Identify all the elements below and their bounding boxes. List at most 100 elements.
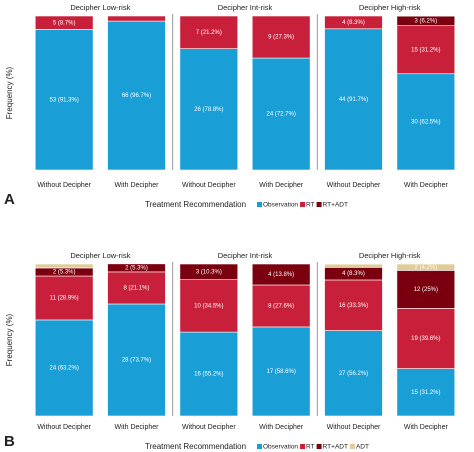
value-label: 2 (5.3%) [125, 265, 148, 271]
value-label: 24 (72.7%) [266, 112, 295, 118]
legend-label: RT+ADT [323, 444, 348, 451]
bar-segment [179, 15, 239, 49]
legend-swatch [300, 202, 306, 207]
bar-segment [34, 263, 94, 269]
value-label: 15 (31.2%) [411, 47, 440, 53]
legend-swatch [257, 444, 262, 449]
value-label: 4 (8.3%) [342, 271, 365, 277]
x-tick-label: Without Decipher [327, 182, 381, 189]
bar-segment [34, 15, 94, 30]
bar-segment [107, 20, 166, 171]
legend-swatch [349, 444, 355, 449]
legend-title: Treatment Recommendation [145, 200, 246, 209]
x-tick-label: Without Decipher [37, 424, 91, 431]
bar-segment [251, 263, 311, 286]
facet-title: Decipher Int-risk [218, 3, 273, 12]
bar-segment [251, 15, 311, 59]
y-axis-title: Frequency (%) [5, 313, 14, 366]
value-label: 8 (27.6%) [268, 304, 294, 310]
value-label: 30 (62.5%) [411, 119, 440, 125]
legend-swatch [316, 444, 322, 449]
x-tick-label: Without Decipher [182, 424, 236, 431]
value-label: 28 (73.7%) [122, 358, 151, 364]
bar-segment [396, 73, 456, 171]
x-tick-label: Without Decipher [182, 182, 236, 189]
value-label: 7 (21.2%) [196, 30, 222, 36]
legend-swatch [300, 444, 306, 449]
facet-title: Decipher Int-risk [218, 251, 273, 260]
value-label: 15 (31.2%) [411, 390, 440, 396]
value-label: 10 (34.5%) [194, 303, 223, 309]
bar-segment [396, 25, 456, 75]
value-label: 9 (27.3%) [268, 35, 294, 41]
x-tick-label: Without Decipher [327, 424, 381, 431]
bar-segment [179, 331, 239, 417]
bar-segment [179, 279, 239, 333]
x-tick-label: Without Decipher [37, 182, 91, 189]
value-label: 4 (13.8%) [268, 272, 294, 278]
value-label: 2 (4.2%) [414, 265, 437, 271]
value-label: 26 (78.8%) [194, 107, 223, 113]
value-label: 3 (10.3%) [196, 269, 222, 275]
value-label: 44 (91.7%) [339, 97, 368, 103]
legend-label: RT+ADT [323, 202, 348, 209]
bar-segment [34, 319, 94, 417]
bar-segment [396, 308, 456, 369]
value-label: 19 (39.6%) [411, 336, 440, 342]
value-label: 8 (21.1%) [123, 286, 149, 292]
bar-segment [251, 284, 311, 328]
bar-segment [324, 28, 383, 171]
bar-segment [107, 15, 166, 22]
legend-label: ADT [356, 444, 369, 451]
value-label: 11 (28.9%) [50, 296, 79, 302]
y-axis-title: Frequency (%) [5, 66, 14, 119]
legend-label: RT [306, 202, 315, 209]
bar-segment [107, 271, 166, 305]
x-tick-label: With Decipher [259, 424, 304, 431]
bar-segment [396, 368, 456, 417]
bar-segment [107, 263, 166, 273]
x-tick-label: With Decipher [404, 424, 449, 431]
x-tick-label: With Decipher [404, 182, 449, 189]
legend-title: Treatment Recommendation [145, 442, 246, 451]
panel-label: A [4, 191, 15, 208]
bar-segment [324, 330, 383, 417]
value-label: 53 (91.3%) [49, 97, 78, 103]
bar-segment [396, 263, 456, 271]
x-tick-label: With Decipher [115, 182, 160, 189]
bar-segment [179, 263, 239, 280]
legend-label: RT [306, 444, 315, 451]
bar-segment [251, 326, 311, 417]
value-label: 3 (6.2%) [414, 19, 437, 25]
panel-label: B [4, 433, 15, 450]
x-tick-label: With Decipher [259, 182, 304, 189]
value-label: 27 (56.2%) [339, 371, 368, 377]
bar-segment [324, 263, 383, 268]
value-label: 66 (96.7%) [122, 93, 151, 99]
value-label: 16 (55.2%) [194, 372, 223, 378]
value-label: 12 (25%) [414, 287, 438, 293]
value-label: 5 (8.7%) [53, 20, 76, 26]
value-label: 2 (5.3%) [53, 270, 76, 276]
value-label: 16 (33.3%) [339, 303, 368, 309]
legend-label: Observation [263, 202, 298, 209]
bar-segment [396, 270, 456, 309]
facet-title: Decipher High-risk [359, 251, 421, 260]
bar-segment [107, 303, 166, 417]
bar-segment [34, 275, 94, 321]
bar-segment [396, 15, 456, 27]
facet-title: Decipher High-risk [359, 3, 421, 12]
bar-segment [324, 15, 383, 30]
legend-swatch [257, 202, 262, 207]
bar-segment [324, 279, 383, 331]
facet-title: Decipher Low-risk [70, 3, 130, 12]
legend-swatch [316, 202, 322, 207]
value-label: 17 (58.6%) [266, 369, 295, 375]
legend-label: Observation [263, 444, 298, 451]
facet-title: Decipher Low-risk [70, 251, 130, 260]
value-label: 4 (8.3%) [342, 20, 365, 26]
bar-segment [34, 29, 94, 171]
x-tick-label: With Decipher [115, 424, 160, 431]
value-label: 24 (63.2%) [49, 366, 78, 372]
